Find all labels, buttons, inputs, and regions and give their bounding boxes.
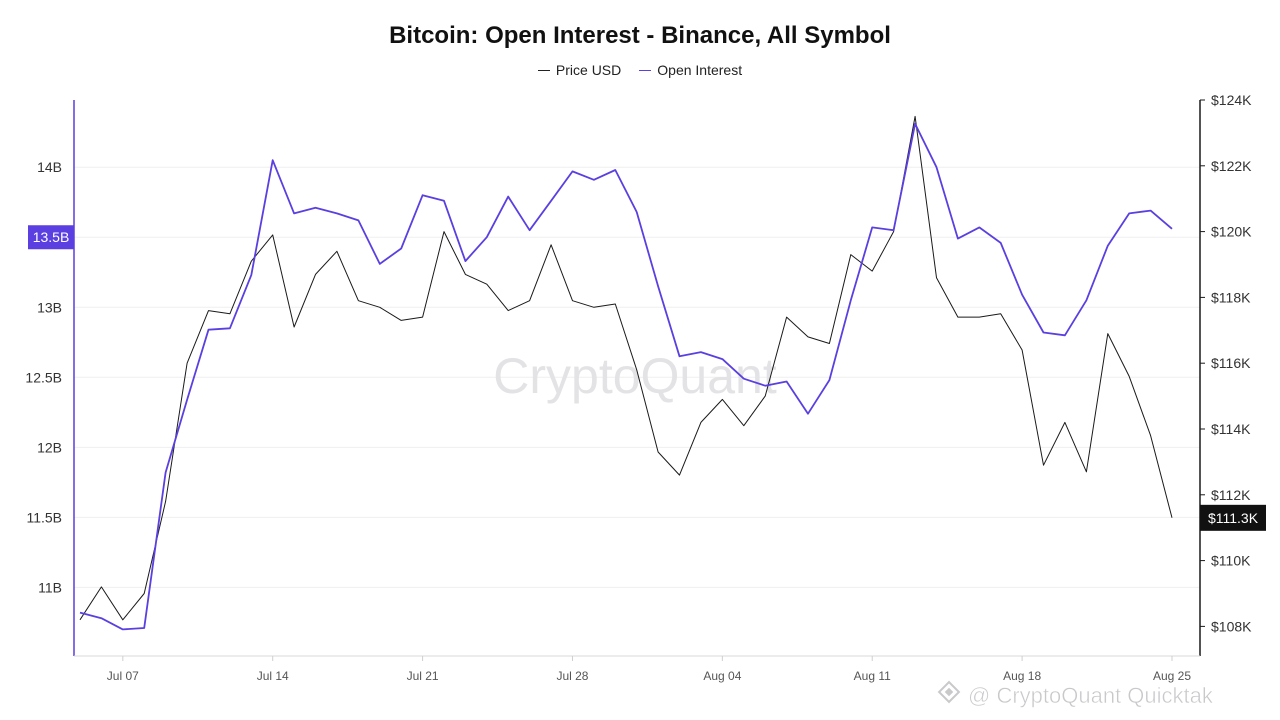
right-tick-label: $122K (1211, 158, 1252, 174)
series-lines (79, 115, 1173, 631)
x-tick-label: Aug 11 (854, 669, 891, 683)
right-tick-label: $116K (1211, 355, 1251, 371)
price-usd-line (79, 115, 1173, 621)
watermark-corner-text: @ CryptoQuant Quicktak (968, 683, 1214, 708)
open-interest-line (79, 122, 1173, 631)
legend-item-open-interest[interactable]: Open Interest (639, 62, 742, 78)
x-tick-label: Jul 21 (407, 669, 439, 683)
left-tick-label: 12.5B (25, 369, 62, 385)
legend-label-price: Price USD (555, 62, 622, 78)
axis-labels: 11B 11.5B 12B 12.5B 13B 13.5B 14B $108K $110K $11… (25, 92, 1266, 683)
x-tick-label: Jul 28 (556, 669, 588, 683)
right-axis-highlight-label: $111.3K (1208, 510, 1259, 526)
watermark: CryptoQuant @ CryptoQuant Quicktak (493, 348, 1214, 708)
right-tick-label: $114K (1211, 421, 1251, 437)
right-tick-label: $124K (1211, 92, 1252, 108)
left-tick-label: 14B (37, 159, 62, 175)
x-tick-label: Jul 07 (107, 669, 139, 683)
grid-lines (74, 166, 1200, 588)
legend-swatch-open-interest (639, 69, 652, 71)
legend-label-open-interest: Open Interest (657, 62, 743, 78)
chart-title: Bitcoin: Open Interest - Binance, All Sy… (389, 22, 891, 49)
x-tick-label: Jul 14 (257, 669, 289, 683)
right-tick-label: $118K (1211, 289, 1251, 305)
right-tick-label: $110K (1211, 553, 1251, 569)
watermark-center-text: CryptoQuant (493, 348, 777, 404)
right-tick-label: $108K (1211, 618, 1252, 634)
left-tick-label: 11.5B (26, 509, 62, 525)
left-tick-label: 13B (37, 299, 62, 315)
left-axis-highlight-badge (28, 225, 74, 250)
legend-swatch-price (537, 69, 550, 71)
x-tick-label: Aug 04 (703, 669, 741, 683)
x-tick-label: Aug 25 (1153, 669, 1191, 683)
left-tick-label: 11B (38, 579, 62, 595)
right-tick-label: $120K (1211, 224, 1252, 240)
chart-legend: Price USD Open Interest (0, 62, 1280, 78)
left-tick-label: 12B (37, 439, 62, 455)
legend-item-price[interactable]: Price USD (537, 62, 622, 78)
right-tick-label: $112K (1211, 487, 1251, 503)
left-tick-label: 13.5B (33, 229, 70, 245)
watermark-logo-icon (937, 680, 961, 704)
axes (73, 99, 1205, 661)
right-axis-highlight-badge (1200, 504, 1266, 531)
x-tick-label: Aug 18 (1003, 669, 1041, 683)
